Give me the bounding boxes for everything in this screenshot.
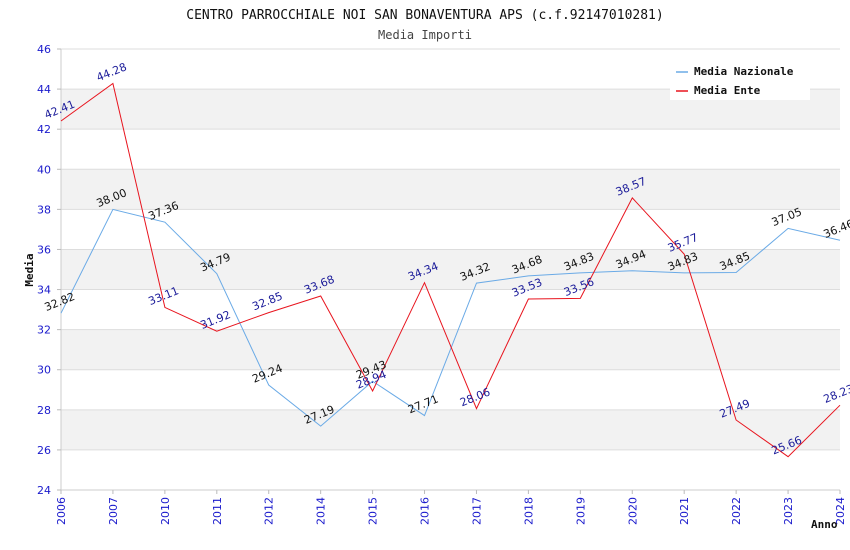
x-tick-label: 2015 — [367, 497, 380, 525]
y-tick-label: 32 — [37, 324, 51, 337]
x-tick-label: 2021 — [678, 497, 691, 525]
chart-subtitle: Media Importi — [378, 28, 472, 42]
x-tick-label: 2010 — [159, 497, 172, 525]
y-tick-label: 46 — [37, 43, 51, 56]
x-axis-ticks: 2006 2007 2010 2011 2012 2014 2015 2016 2017 2018… — [55, 490, 847, 525]
y-tick-label: 36 — [37, 243, 51, 256]
data-label: 28.23 — [822, 382, 850, 406]
legend: Media Nazionale Media Ente — [670, 58, 810, 100]
series-line-media-ente — [60, 82, 841, 458]
x-tick-label: 2014 — [315, 497, 328, 525]
y-tick-label: 28 — [37, 404, 51, 417]
x-tick-label: 2012 — [263, 497, 276, 525]
y-tick-label: 26 — [37, 444, 51, 457]
data-label: 31.92 — [198, 308, 232, 332]
y-tick-label: 40 — [37, 163, 51, 176]
y-axis-ticks: 24 26 28 30 32 34 36 38 40 42 44 46 — [37, 43, 61, 497]
y-tick-label: 42 — [37, 123, 51, 136]
legend-label-media-ente: Media Ente — [694, 84, 761, 97]
x-tick-label: 2019 — [574, 497, 587, 525]
data-label: 36.46 — [822, 217, 850, 241]
x-tick-label: 2007 — [107, 497, 120, 525]
y-tick-label: 38 — [37, 203, 51, 216]
chart-title: CENTRO PARROCCHIALE NOI SAN BONAVENTURA … — [186, 8, 663, 23]
legend-box — [670, 58, 810, 100]
axes — [60, 49, 840, 491]
series-line-media-nazionale — [60, 208, 841, 427]
x-tick-label: 2022 — [730, 497, 743, 525]
data-label: 44.28 — [95, 60, 129, 84]
x-tick-label: 2006 — [55, 497, 68, 525]
y-tick-label: 30 — [37, 364, 51, 377]
band — [61, 169, 840, 210]
x-tick-label: 2011 — [211, 497, 224, 525]
y-tick-label: 24 — [37, 484, 51, 497]
x-tick-label: 2016 — [419, 497, 432, 525]
y-tick-label: 34 — [37, 284, 51, 297]
x-tick-label: 2024 — [834, 497, 847, 525]
y-tick-label: 44 — [37, 83, 51, 96]
x-tick-label: 2023 — [782, 497, 795, 525]
x-axis-label: Anno — [811, 518, 838, 531]
x-tick-label: 2017 — [470, 497, 483, 525]
band — [61, 409, 840, 450]
x-tick-label: 2018 — [522, 497, 535, 525]
band — [61, 249, 840, 290]
series-lines — [60, 82, 841, 458]
gridlines — [61, 48, 840, 491]
x-tick-label: 2020 — [626, 497, 639, 525]
y-axis-label: Media — [23, 253, 36, 286]
legend-label-media-nazionale: Media Nazionale — [694, 65, 794, 78]
